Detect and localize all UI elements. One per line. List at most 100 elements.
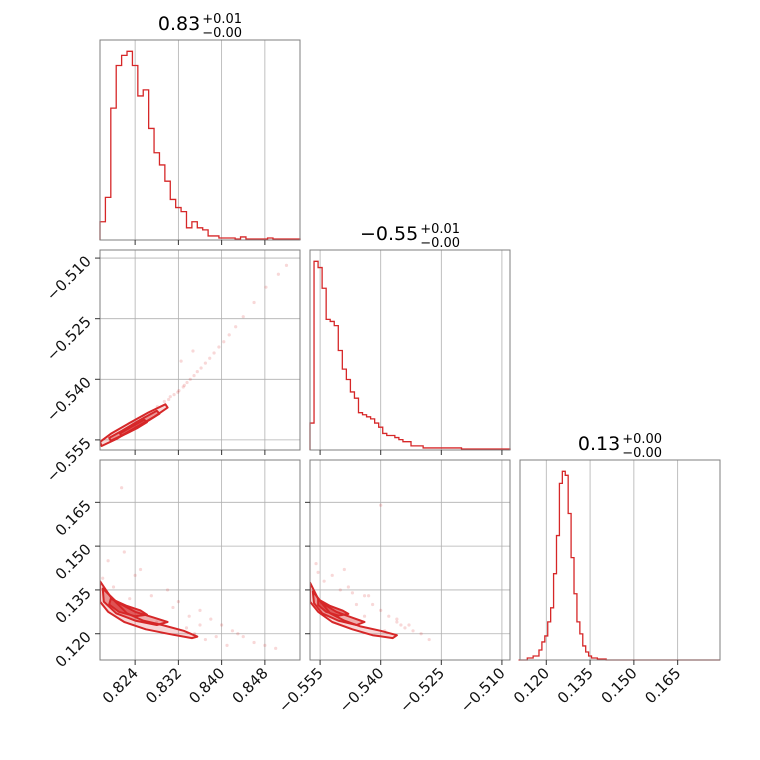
sample-point <box>225 644 228 647</box>
title-plus: +0.01 <box>420 222 460 237</box>
sample-point <box>171 606 174 609</box>
x-tick-label: 0.150 <box>598 664 641 707</box>
scatter-panel-1-2 <box>100 250 300 450</box>
sample-point <box>331 574 334 577</box>
y-tick-label: 0.165 <box>52 496 95 539</box>
scatter-grid <box>310 460 510 660</box>
title-minus: −0.00 <box>202 26 242 41</box>
sample-point <box>363 594 366 597</box>
y-tick-label: −0.510 <box>43 252 95 304</box>
sample-point <box>343 568 346 571</box>
sample-point <box>204 638 207 641</box>
x-tick-label: 0.824 <box>99 664 142 707</box>
histogram-frame-1 <box>100 40 300 240</box>
scatter-frame <box>100 460 300 660</box>
y-tick-label: −0.555 <box>43 434 95 486</box>
sample-point <box>403 626 406 629</box>
sample-point <box>123 550 126 553</box>
sample-point <box>167 398 170 401</box>
sample-point <box>191 349 194 352</box>
sample-point <box>411 629 414 632</box>
sample-point <box>199 366 202 369</box>
sample-point <box>263 644 266 647</box>
sample-point <box>192 374 195 377</box>
sample-point <box>166 588 169 591</box>
sample-point <box>134 574 137 577</box>
title-plus: +0.01 <box>202 12 242 27</box>
sample-point <box>371 603 374 606</box>
sample-point <box>339 588 342 591</box>
histogram-step-2 <box>310 261 510 450</box>
sample-point <box>222 340 225 343</box>
sample-point <box>212 351 215 354</box>
sample-point <box>355 603 358 606</box>
sample-point <box>347 585 350 588</box>
sample-point <box>150 594 153 597</box>
sample-point <box>420 632 423 635</box>
x-tick-label: −0.540 <box>336 664 388 716</box>
sample-point <box>208 357 211 360</box>
sample-point <box>169 395 172 398</box>
sample-point <box>128 597 131 600</box>
sample-point <box>363 615 366 618</box>
histogram-title-3: 0.13 +0.00−0.00 <box>578 432 662 461</box>
x-tick-label: 0.120 <box>510 664 553 707</box>
histogram-step-3 <box>519 471 720 660</box>
scatter-grid <box>100 250 300 450</box>
sample-point <box>264 286 267 289</box>
histogram-panel-3: 0.13 +0.00−0.00 <box>519 432 720 660</box>
sample-point <box>120 486 123 489</box>
sample-point <box>185 381 188 384</box>
title-plus: +0.00 <box>622 432 662 447</box>
sample-point <box>107 559 110 562</box>
sample-point <box>234 325 237 328</box>
scatter-panel-2-3 <box>310 460 510 660</box>
sample-point <box>177 600 180 603</box>
sample-point <box>204 362 207 365</box>
y-tick-label: −0.525 <box>43 313 95 365</box>
x-tick-label: −0.510 <box>457 664 509 716</box>
scatter-grid <box>100 460 300 660</box>
x-tick-label: 0.165 <box>641 664 684 707</box>
sample-point <box>367 594 370 597</box>
sample-point <box>228 333 231 336</box>
sample-point <box>387 615 390 618</box>
sample-point <box>163 400 166 403</box>
sample-point <box>379 504 382 507</box>
sample-point <box>277 273 280 276</box>
histogram-step-1 <box>100 51 300 240</box>
scatter-panel-1-3 <box>100 460 300 660</box>
sample-point <box>395 618 398 621</box>
sample-point <box>139 568 142 571</box>
histogram-grid-2 <box>320 250 502 450</box>
sample-point <box>112 585 115 588</box>
histogram-frame-3 <box>520 460 720 660</box>
histogram-title-1: 0.83 +0.01−0.00 <box>158 12 242 41</box>
title-value: 0.13 <box>578 433 620 455</box>
x-tick-label: 0.848 <box>229 664 272 707</box>
y-tick-label: 0.120 <box>52 628 95 671</box>
sample-point <box>185 626 188 629</box>
y-tick-label: 0.150 <box>52 540 95 583</box>
title-value: −0.55 <box>360 223 418 245</box>
sample-point <box>428 638 431 641</box>
sample-point <box>179 360 182 363</box>
title-minus: −0.00 <box>622 446 662 461</box>
sample-point <box>183 384 186 387</box>
sample-point <box>242 315 245 318</box>
x-tick-label: 0.840 <box>185 664 228 707</box>
scatter-frame <box>310 460 510 660</box>
sample-point <box>399 623 402 626</box>
sample-point <box>379 609 382 612</box>
sample-point <box>101 577 104 580</box>
title-minus: −0.00 <box>420 236 460 251</box>
sample-point <box>351 591 354 594</box>
x-tick-label: −0.555 <box>275 664 327 716</box>
x-tick-label: 0.135 <box>554 664 597 707</box>
sample-point <box>188 615 191 618</box>
sample-point <box>196 370 199 373</box>
histogram-grid-3 <box>546 460 677 660</box>
histogram-panel-1: 0.83 +0.01−0.00 <box>100 12 300 240</box>
sample-point <box>220 623 223 626</box>
